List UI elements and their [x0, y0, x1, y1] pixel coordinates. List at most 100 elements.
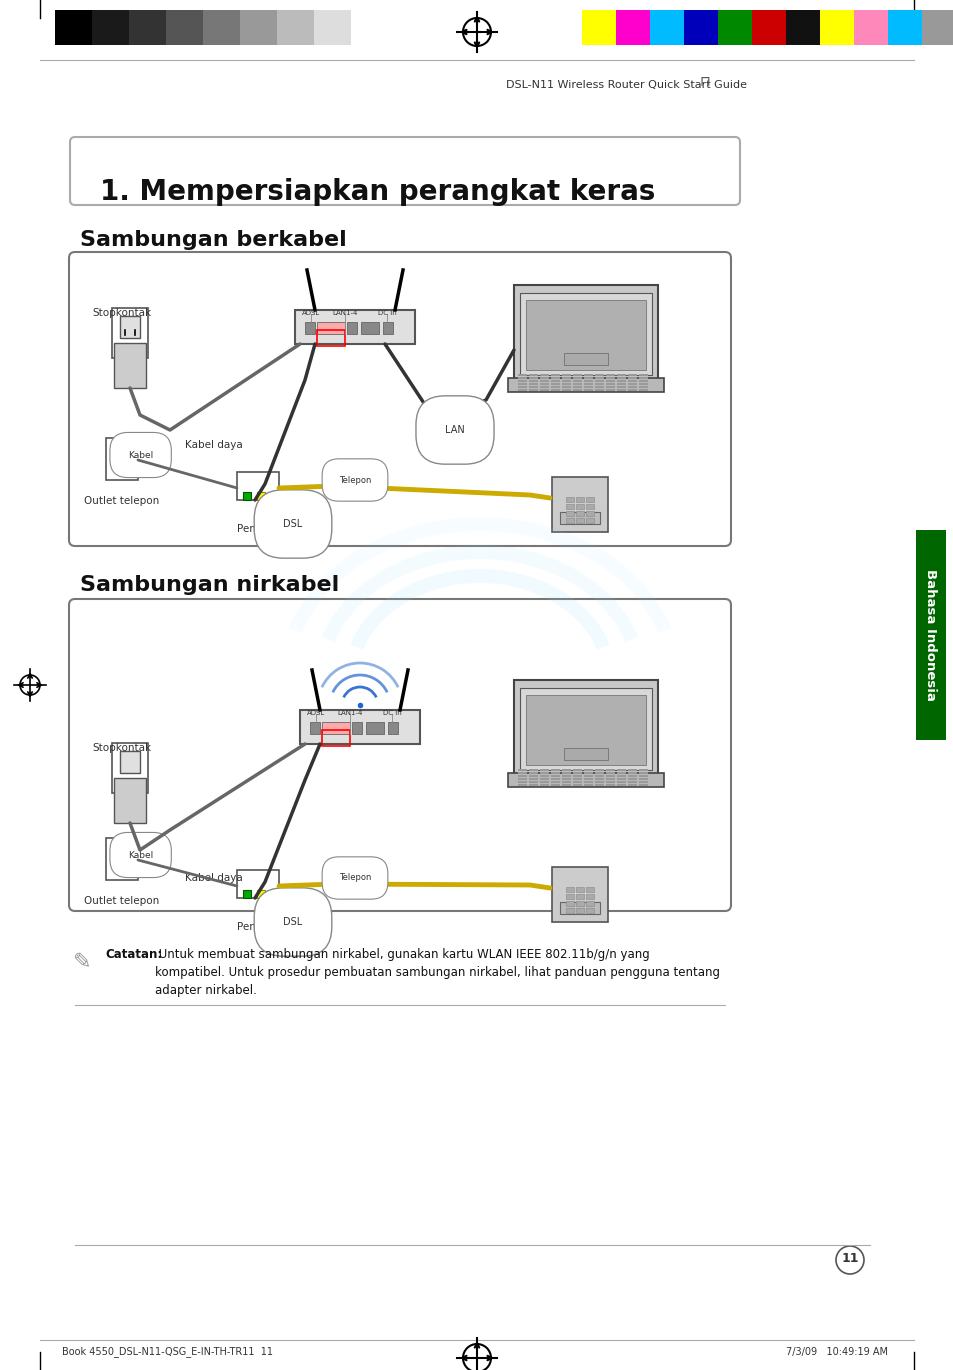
- Bar: [517, 374, 526, 375]
- Bar: [573, 384, 581, 385]
- Text: 11: 11: [841, 1252, 858, 1265]
- Bar: [583, 386, 593, 388]
- Bar: [573, 769, 581, 771]
- Bar: [129, 10, 166, 45]
- Bar: [305, 322, 314, 334]
- Text: DC in: DC in: [377, 310, 395, 316]
- Bar: [382, 322, 393, 334]
- Bar: [551, 374, 559, 375]
- Bar: [617, 386, 625, 388]
- Bar: [583, 773, 593, 774]
- Bar: [314, 10, 351, 45]
- Text: Stopkontak: Stopkontak: [91, 308, 151, 318]
- Bar: [605, 374, 615, 375]
- Bar: [517, 386, 526, 388]
- Bar: [595, 384, 603, 385]
- Bar: [576, 886, 583, 892]
- Bar: [573, 374, 581, 375]
- Bar: [639, 775, 647, 777]
- Bar: [605, 389, 615, 390]
- Bar: [617, 781, 625, 784]
- Text: ✎: ✎: [72, 952, 91, 971]
- Bar: [539, 784, 548, 786]
- Bar: [316, 322, 345, 334]
- Bar: [294, 310, 415, 344]
- Bar: [627, 773, 637, 774]
- Bar: [617, 784, 625, 786]
- Bar: [559, 512, 599, 523]
- Bar: [539, 775, 548, 777]
- Bar: [529, 773, 537, 774]
- Bar: [915, 530, 945, 740]
- Bar: [617, 374, 625, 375]
- Bar: [115, 458, 120, 464]
- Bar: [576, 504, 583, 510]
- Bar: [539, 377, 548, 379]
- Bar: [517, 773, 526, 774]
- Text: ADSL: ADSL: [301, 310, 320, 316]
- Bar: [576, 497, 583, 501]
- Bar: [576, 518, 583, 523]
- Bar: [552, 867, 607, 922]
- Bar: [106, 438, 138, 480]
- Bar: [565, 497, 574, 501]
- Bar: [627, 377, 637, 379]
- Text: Kabel daya: Kabel daya: [185, 873, 242, 884]
- Bar: [514, 680, 658, 775]
- Bar: [605, 784, 615, 786]
- Text: ADSL: ADSL: [307, 710, 325, 717]
- Bar: [595, 775, 603, 777]
- Bar: [551, 386, 559, 388]
- Bar: [360, 322, 378, 334]
- Bar: [561, 374, 571, 375]
- Bar: [529, 379, 537, 382]
- Bar: [583, 374, 593, 375]
- Bar: [616, 10, 649, 45]
- Bar: [573, 377, 581, 379]
- Bar: [605, 769, 615, 771]
- Bar: [576, 895, 583, 899]
- Bar: [573, 784, 581, 786]
- Bar: [112, 743, 148, 793]
- Bar: [639, 781, 647, 784]
- Bar: [551, 775, 559, 777]
- Bar: [617, 773, 625, 774]
- Bar: [573, 778, 581, 780]
- Bar: [605, 781, 615, 784]
- Bar: [166, 10, 203, 45]
- Bar: [236, 870, 278, 897]
- Bar: [585, 901, 594, 906]
- Bar: [91, 10, 129, 45]
- Bar: [561, 377, 571, 379]
- Bar: [551, 377, 559, 379]
- Bar: [517, 379, 526, 382]
- Bar: [561, 769, 571, 771]
- Bar: [529, 374, 537, 375]
- Bar: [605, 377, 615, 379]
- Bar: [595, 386, 603, 388]
- Bar: [551, 384, 559, 385]
- Bar: [617, 778, 625, 780]
- Bar: [751, 10, 785, 45]
- Bar: [683, 10, 718, 45]
- Bar: [529, 784, 537, 786]
- Bar: [605, 778, 615, 780]
- Bar: [517, 769, 526, 771]
- Bar: [539, 379, 548, 382]
- Bar: [576, 511, 583, 516]
- Bar: [565, 908, 574, 912]
- Bar: [639, 769, 647, 771]
- Bar: [203, 10, 240, 45]
- Bar: [565, 895, 574, 899]
- Bar: [366, 722, 384, 734]
- Bar: [639, 784, 647, 786]
- Bar: [517, 377, 526, 379]
- Bar: [517, 389, 526, 390]
- Bar: [240, 10, 276, 45]
- Bar: [627, 781, 637, 784]
- Bar: [573, 775, 581, 777]
- Bar: [519, 293, 651, 375]
- Bar: [322, 730, 350, 747]
- Bar: [583, 781, 593, 784]
- Bar: [310, 722, 319, 734]
